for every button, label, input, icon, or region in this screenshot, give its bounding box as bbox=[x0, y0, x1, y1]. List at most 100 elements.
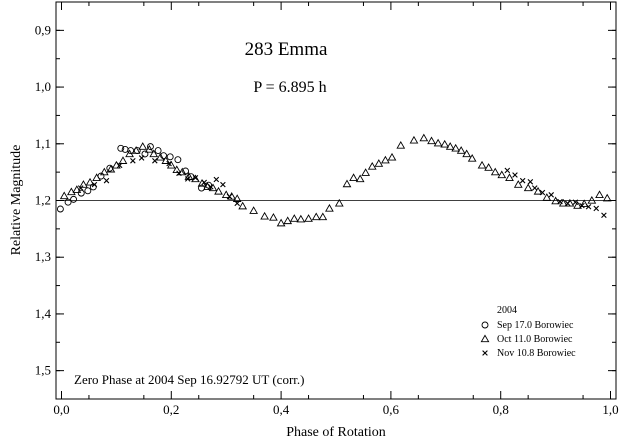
data-point-cross bbox=[572, 199, 579, 205]
data-point-triangle bbox=[118, 156, 128, 164]
data-point-circle bbox=[141, 150, 149, 158]
chart-title: 283 Emma bbox=[245, 39, 328, 60]
data-point-cross bbox=[557, 198, 563, 205]
legend-label: Oct 11.0 Borowiec bbox=[497, 334, 573, 345]
data-point-triangle bbox=[72, 185, 82, 193]
data-point-triangle bbox=[456, 146, 466, 154]
data-point-cross bbox=[184, 176, 191, 182]
data-point-triangle bbox=[283, 216, 293, 225]
data-point-cross bbox=[201, 179, 208, 186]
data-point-triangle bbox=[304, 214, 313, 222]
data-point-triangle bbox=[355, 174, 365, 183]
data-point-triangle bbox=[106, 164, 116, 173]
x-tick-label: 0,2 bbox=[163, 402, 179, 417]
data-point-triangle bbox=[361, 168, 371, 176]
data-point-cross bbox=[564, 200, 571, 207]
data-point-cross bbox=[138, 155, 145, 161]
data-point-triangle bbox=[249, 206, 259, 214]
data-point-triangle bbox=[66, 187, 76, 196]
data-point-triangle bbox=[232, 194, 242, 202]
data-point-triangle bbox=[92, 173, 102, 181]
data-point-triangle bbox=[125, 149, 134, 158]
y-tick-label: 0,9 bbox=[35, 22, 51, 37]
data-point-cross bbox=[208, 184, 214, 190]
data-point-triangle bbox=[59, 191, 69, 200]
data-point-triangle bbox=[131, 146, 141, 154]
data-point-cross bbox=[130, 158, 136, 164]
legend-marker-cross bbox=[482, 350, 488, 356]
data-point-triangle bbox=[595, 190, 604, 198]
data-point-circle bbox=[154, 147, 162, 155]
data-point-cross bbox=[213, 176, 220, 183]
data-point-triangle bbox=[490, 167, 500, 176]
data-point-triangle bbox=[191, 174, 200, 183]
data-point-cross bbox=[176, 170, 182, 177]
data-point-cross bbox=[519, 177, 526, 184]
data-point-triangle bbox=[289, 214, 299, 222]
data-point-triangle bbox=[467, 154, 477, 162]
data-point-cross bbox=[152, 158, 158, 164]
data-point-triangle bbox=[166, 160, 176, 169]
data-point-triangle bbox=[419, 133, 429, 142]
data-point-triangle bbox=[451, 143, 461, 152]
data-point-triangle bbox=[433, 138, 443, 147]
data-point-triangle bbox=[149, 149, 159, 158]
y-tick-label: 1,3 bbox=[35, 249, 51, 264]
data-point-triangle bbox=[214, 186, 223, 195]
data-point-triangle bbox=[427, 136, 436, 145]
data-point-triangle bbox=[238, 201, 248, 210]
data-point-circle bbox=[70, 195, 78, 203]
data-point-triangle bbox=[513, 180, 523, 188]
data-point-triangle bbox=[587, 195, 597, 204]
data-point-circle bbox=[166, 153, 174, 161]
data-point-triangle bbox=[161, 156, 171, 164]
data-point-circle bbox=[64, 198, 72, 206]
data-point-triangle bbox=[99, 167, 109, 176]
data-point-triangle bbox=[260, 211, 270, 220]
data-point-cross bbox=[585, 203, 592, 210]
data-point-cross bbox=[77, 185, 84, 191]
data-point-cross bbox=[601, 212, 607, 219]
y-axis: 0,9 1,0 1,1 1,2 1,3 1,4 1,5 bbox=[35, 22, 616, 378]
data-point-triangle bbox=[374, 159, 384, 167]
data-point-cross bbox=[220, 181, 226, 188]
data-point-cross bbox=[116, 162, 123, 169]
x-tick-label: 0,8 bbox=[493, 402, 509, 417]
data-point-triangle bbox=[440, 139, 450, 148]
y-tick-label: 1,5 bbox=[35, 363, 51, 378]
data-point-circle bbox=[56, 205, 64, 213]
data-point-triangle bbox=[318, 212, 328, 221]
data-point-cross bbox=[512, 172, 518, 178]
data-point-triangle bbox=[579, 199, 589, 208]
legend-marker-circle bbox=[481, 321, 489, 329]
x-tick-label: 0,4 bbox=[273, 402, 290, 417]
data-point-triangle bbox=[276, 218, 286, 227]
data-point-cross bbox=[593, 205, 600, 212]
zero-phase-annotation: Zero Phase at 2004 Sep 16.92792 UT (corr… bbox=[74, 372, 304, 387]
data-point-cross bbox=[103, 177, 110, 184]
data-point-triangle bbox=[396, 140, 406, 149]
x-axis-label: Phase of Rotation bbox=[286, 425, 386, 440]
data-point-circle bbox=[146, 143, 154, 151]
data-point-cross bbox=[192, 175, 199, 181]
data-point-triangle bbox=[296, 214, 306, 223]
data-point-triangle bbox=[155, 152, 165, 161]
data-point-triangle bbox=[381, 155, 390, 164]
data-point-triangle bbox=[462, 149, 472, 158]
data-point-circle bbox=[174, 156, 182, 164]
data-point-triangle bbox=[203, 182, 212, 191]
y-tick-label: 1,2 bbox=[35, 193, 51, 208]
data-point-cross bbox=[226, 193, 233, 200]
data-point-triangle bbox=[445, 142, 455, 150]
x-tick-label: 0,6 bbox=[383, 402, 400, 417]
data-point-triangle bbox=[542, 193, 552, 201]
data-point-triangle bbox=[497, 170, 507, 179]
data-point-circle bbox=[84, 187, 92, 195]
data-point-triangle bbox=[334, 198, 344, 207]
chart-subtitle: P = 6.895 h bbox=[253, 79, 326, 96]
data-point-triangle bbox=[477, 160, 487, 169]
data-point-triangle bbox=[573, 201, 582, 209]
legend-title: 2004 bbox=[497, 305, 517, 316]
legend-label: Nov 10.8 Borowiec bbox=[497, 348, 576, 359]
data-point-triangle bbox=[602, 193, 612, 202]
